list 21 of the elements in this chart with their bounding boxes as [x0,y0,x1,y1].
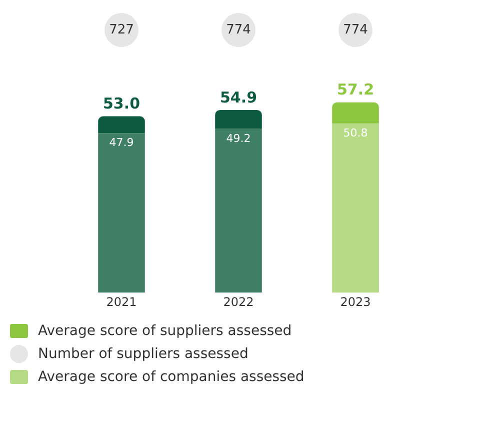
bar [332,102,379,124]
total-label: 54.9 [220,88,258,106]
total-label: 57.2 [336,80,374,99]
text: Number of suppliers assessed [38,346,248,362]
total-label: 53.0 [102,94,140,113]
legend-label: Average score of companies assessed [38,369,304,385]
bar [98,133,145,293]
x-tick-label: 2021 [106,294,137,309]
bar [215,128,262,293]
text: 774 [343,22,368,38]
data-label: 47.9 [109,136,134,150]
data-label: 49.2 [226,132,251,145]
data-label: 50.8 [343,126,368,140]
bar [98,116,145,134]
legend-label: Average score of suppliers assessed [38,323,292,339]
x-tick-label: 2022 [223,294,254,309]
text: 774 [226,22,251,38]
bar [215,110,262,129]
text: 727 [109,22,134,38]
x-tick-label: 2023 [340,294,371,309]
bar [332,124,379,293]
